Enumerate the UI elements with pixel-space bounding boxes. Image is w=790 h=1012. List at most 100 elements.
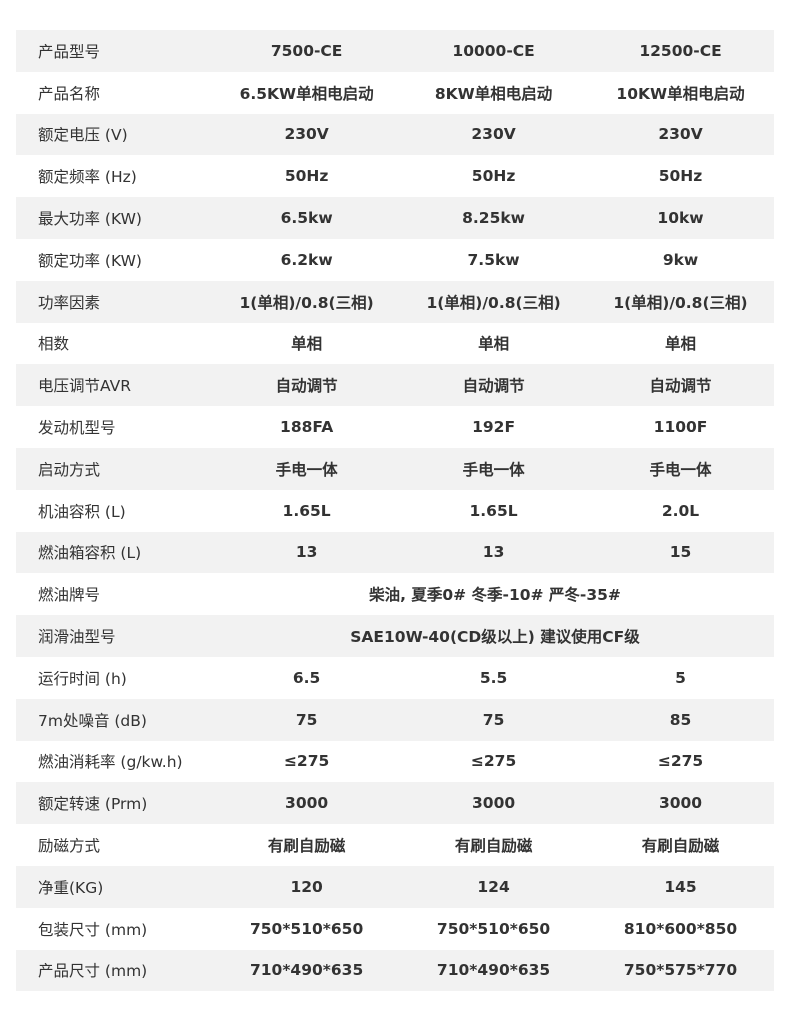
row-value: 50Hz	[284, 167, 329, 186]
table-row: 额定转速 (Prm) 3000 3000 3000	[16, 782, 774, 825]
table-row: 励磁方式 有刷自励磁 有刷自励磁 有刷自励磁	[16, 824, 774, 866]
row-label: 额定频率 (Hz)	[38, 168, 137, 187]
spec-table: 产品型号 7500-CE 10000-CE 12500-CE 产品名称 6.5KW单相电启…	[16, 30, 774, 992]
table-row: 净重(KG) 120 124 145	[16, 865, 774, 908]
row-value: ≤275	[470, 752, 517, 771]
row-value: 8KW单相电启动	[434, 84, 553, 103]
row-value: 230V	[284, 125, 329, 144]
table-row: 额定频率 (Hz) 50Hz 50Hz 50Hz	[16, 155, 774, 197]
table-row: 机油容积 (L) 1.65L 1.65L 2.0L	[16, 490, 774, 532]
row-value: 1(单相)/0.8(三相)	[239, 293, 374, 312]
row-value: 750*510*650	[249, 919, 364, 938]
table-row: 启动方式 手电一体 手电一体 手电一体	[16, 447, 774, 490]
row-value: 单相	[478, 335, 510, 354]
row-value: 单相	[665, 335, 697, 354]
row-value: 6.5KW单相电启动	[239, 84, 374, 103]
row-value: 120	[290, 877, 323, 896]
table-row: 包装尺寸 (mm) 750*510*650 750*510*650 810*600*8…	[16, 908, 774, 950]
row-value: 1.65L	[282, 501, 331, 520]
row-value: 750*510*650	[436, 919, 551, 938]
row-value: 230V	[471, 125, 516, 144]
row-label: 额定转速 (Prm)	[38, 795, 148, 814]
table-row: 运行时间 (h) 6.5 5.5 5	[16, 657, 774, 699]
row-value: 710*490*635	[249, 961, 364, 980]
row-value: 75	[482, 710, 505, 729]
row-label: 燃油箱容积 (L)	[38, 544, 142, 563]
table-row: 润滑油型号 SAE10W-40(CD级以上) 建议使用CF级	[16, 615, 774, 657]
table-row: 燃油箱容积 (L) 13 13 15	[16, 531, 774, 574]
row-value: 有刷自励磁	[267, 837, 346, 856]
row-label: 净重(KG)	[38, 878, 104, 897]
row-value: 2.0L	[661, 501, 700, 520]
row-value: 单相	[291, 335, 323, 354]
row-value: 3000	[285, 794, 329, 813]
row-label: 包装尺寸 (mm)	[38, 920, 148, 939]
row-value: 188FA	[280, 418, 334, 437]
row-value: 5.5	[479, 668, 508, 687]
row-label: 7m处噪音 (dB)	[38, 711, 147, 730]
row-value: 50Hz	[658, 167, 703, 186]
row-value: 192F	[472, 418, 516, 437]
table-row: 发动机型号 188FA 192F 1100F	[16, 406, 774, 448]
row-label: 产品型号	[38, 42, 101, 61]
row-value: ≤275	[283, 752, 330, 771]
row-value: 750*575*770	[623, 961, 738, 980]
row-value: 自动调节	[462, 377, 525, 396]
table-row: 相数 单相 单相 单相	[16, 323, 774, 365]
row-value: 1.65L	[469, 501, 518, 520]
row-value: 7500-CE	[270, 41, 343, 60]
row-label: 燃油牌号	[38, 586, 101, 605]
row-label: 润滑油型号	[38, 628, 116, 647]
row-value: 810*600*850	[623, 919, 738, 938]
row-label: 燃油消耗率 (g/kw.h)	[38, 753, 183, 772]
row-label: 启动方式	[38, 460, 101, 479]
row-value: 7.5kw	[467, 250, 520, 269]
row-value: 124	[477, 877, 510, 896]
row-label: 电压调节AVR	[38, 377, 131, 396]
row-value: 6.2kw	[280, 250, 333, 269]
row-label: 产品名称	[38, 84, 101, 103]
row-label: 机油容积 (L)	[38, 502, 126, 521]
row-value: 6.5	[292, 668, 321, 687]
row-value: 8.25kw	[462, 209, 525, 228]
row-value: 12500-CE	[639, 41, 722, 60]
row-value: 85	[669, 710, 692, 729]
row-value: 手电一体	[462, 460, 525, 479]
row-label: 额定电压 (V)	[38, 126, 128, 145]
row-value: 145	[664, 877, 697, 896]
row-value: 10KW单相电启动	[616, 84, 745, 103]
table-row: 最大功率 (KW) 6.5kw 8.25kw 10kw	[16, 197, 774, 239]
row-label: 励磁方式	[38, 837, 101, 856]
row-value: 有刷自励磁	[454, 837, 533, 856]
table-row: 产品型号 7500-CE 10000-CE 12500-CE	[16, 30, 774, 72]
row-value: 710*490*635	[436, 961, 551, 980]
row-label: 额定功率 (KW)	[38, 251, 142, 270]
row-value: 1100F	[653, 418, 708, 437]
row-value: 1(单相)/0.8(三相)	[426, 293, 561, 312]
row-value: 手电一体	[275, 460, 338, 479]
row-value: 6.5kw	[280, 209, 333, 228]
row-value: 50Hz	[471, 167, 516, 186]
row-value: 13	[482, 543, 505, 562]
row-value: 3000	[658, 794, 703, 813]
row-value: 1(单相)/0.8(三相)	[613, 293, 748, 312]
row-value: 15	[669, 543, 692, 562]
row-value: 自动调节	[649, 377, 712, 396]
row-value: 手电一体	[649, 460, 712, 479]
row-label: 运行时间 (h)	[38, 669, 127, 688]
row-label: 产品尺寸 (mm)	[38, 962, 148, 981]
row-value: 有刷自励磁	[641, 837, 720, 856]
table-row: 功率因素 1(单相)/0.8(三相) 1(单相)/0.8(三相) 1(单相)/0.8(…	[16, 280, 774, 323]
row-value: 75	[295, 710, 318, 729]
row-value: 10000-CE	[452, 41, 535, 60]
table-row: 7m处噪音 (dB) 75 75 85	[16, 698, 774, 741]
table-row: 燃油消耗率 (g/kw.h) ≤275 ≤275 ≤275	[16, 741, 774, 783]
row-label: 相数	[38, 335, 70, 354]
table-row: 产品名称 6.5KW单相电启动 8KW单相电启动 10KW单相电启动	[16, 72, 774, 114]
table-row: 额定功率 (KW) 6.2kw 7.5kw 9kw	[16, 239, 774, 281]
row-value: 3000	[472, 794, 516, 813]
row-value: ≤275	[657, 752, 704, 771]
table-row: 燃油牌号 柴油, 夏季0# 冬季-10# 严冬-35#	[16, 573, 774, 615]
row-value: 10kw	[657, 209, 704, 228]
table-row: 额定电压 (V) 230V 230V 230V	[16, 113, 774, 156]
